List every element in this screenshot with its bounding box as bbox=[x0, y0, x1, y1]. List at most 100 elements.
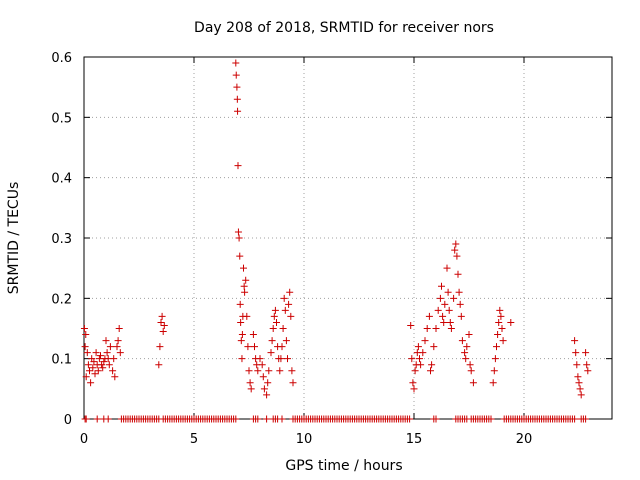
data-point bbox=[80, 325, 88, 332]
zero-data-point bbox=[82, 415, 90, 423]
data-point bbox=[268, 337, 276, 345]
data-point bbox=[408, 355, 416, 363]
data-point bbox=[94, 367, 102, 375]
y-tick-label: 0.2 bbox=[51, 292, 72, 307]
data-point bbox=[452, 240, 460, 248]
data-point bbox=[469, 379, 477, 387]
data-point bbox=[407, 321, 415, 329]
data-point bbox=[278, 343, 286, 351]
data-point bbox=[443, 264, 451, 272]
data-point bbox=[493, 343, 500, 351]
data-point bbox=[450, 294, 458, 302]
data-point bbox=[270, 312, 278, 320]
data-point bbox=[115, 325, 123, 332]
data-point bbox=[410, 385, 418, 393]
data-point bbox=[458, 337, 466, 345]
data-point bbox=[156, 343, 164, 351]
zero-data-point bbox=[104, 415, 112, 423]
data-point bbox=[462, 355, 470, 363]
data-point bbox=[103, 349, 111, 357]
x-tick-label: 15 bbox=[406, 432, 423, 447]
data-point bbox=[584, 367, 592, 375]
data-point bbox=[490, 367, 498, 375]
data-point bbox=[159, 328, 167, 336]
data-point bbox=[234, 228, 242, 236]
data-point bbox=[287, 312, 295, 320]
data-point bbox=[495, 318, 503, 326]
x-tick-labels: 0 5 10 15 20 bbox=[80, 432, 532, 447]
data-point bbox=[82, 373, 90, 381]
data-point bbox=[267, 349, 275, 357]
data-point bbox=[236, 300, 244, 308]
data-point bbox=[445, 306, 453, 314]
y-tick-label: 0 bbox=[64, 413, 72, 428]
data-point bbox=[100, 358, 108, 366]
data-point bbox=[582, 349, 590, 357]
data-point bbox=[99, 364, 107, 372]
y-axis-label: SRMTID / TECUs bbox=[6, 182, 22, 295]
data-point bbox=[463, 343, 471, 351]
data-point bbox=[234, 107, 242, 115]
data-point bbox=[432, 325, 440, 332]
data-point bbox=[271, 306, 279, 314]
data-point bbox=[440, 318, 448, 326]
data-point bbox=[499, 337, 507, 345]
data-point bbox=[235, 234, 243, 242]
data-point bbox=[236, 252, 244, 260]
data-point bbox=[411, 367, 419, 375]
data-point bbox=[251, 343, 258, 351]
data-point bbox=[571, 337, 579, 345]
zero-data-point bbox=[487, 415, 495, 423]
zero-data-point bbox=[432, 415, 440, 423]
zero-data-point bbox=[263, 415, 271, 423]
data-point bbox=[576, 385, 584, 393]
data-point bbox=[279, 325, 287, 332]
data-point bbox=[577, 391, 585, 399]
data-point bbox=[157, 318, 165, 326]
data-point bbox=[97, 352, 104, 360]
data-point bbox=[286, 288, 294, 296]
data-point bbox=[277, 355, 285, 363]
data-point bbox=[264, 379, 272, 387]
data-point bbox=[106, 343, 114, 351]
x-tick-label: 20 bbox=[516, 432, 533, 447]
data-point bbox=[461, 349, 469, 357]
data-point bbox=[427, 367, 434, 375]
x-tick-label: 0 bbox=[80, 432, 88, 447]
data-point bbox=[583, 361, 591, 369]
data-point bbox=[111, 373, 119, 381]
zero-data-point bbox=[278, 415, 286, 423]
data-point bbox=[573, 361, 581, 369]
data-point bbox=[446, 318, 454, 326]
data-point bbox=[256, 355, 264, 363]
data-point bbox=[83, 349, 91, 357]
data-point bbox=[81, 343, 89, 351]
data-point bbox=[259, 373, 267, 381]
data-point bbox=[434, 306, 442, 314]
data-point bbox=[282, 337, 290, 345]
data-point bbox=[254, 367, 262, 375]
data-point bbox=[155, 361, 163, 369]
data-point bbox=[160, 321, 168, 329]
data-point bbox=[430, 343, 438, 351]
data-point bbox=[414, 343, 422, 351]
data-point bbox=[441, 300, 449, 308]
zero-data-point bbox=[232, 415, 240, 423]
data-point bbox=[491, 355, 499, 363]
data-point bbox=[91, 370, 99, 378]
y-tick-label: 0.3 bbox=[51, 232, 72, 247]
data-point bbox=[456, 300, 464, 308]
data-point bbox=[110, 355, 118, 363]
data-point bbox=[289, 379, 297, 387]
data-point bbox=[247, 385, 255, 393]
data-point bbox=[244, 343, 252, 351]
data-point bbox=[574, 373, 582, 381]
zero-data-point bbox=[93, 415, 101, 423]
data-point bbox=[455, 288, 463, 296]
data-point bbox=[425, 312, 433, 320]
zero-data-point bbox=[254, 415, 262, 423]
data-point bbox=[419, 349, 427, 357]
data-point bbox=[84, 361, 92, 369]
data-point bbox=[234, 162, 242, 170]
